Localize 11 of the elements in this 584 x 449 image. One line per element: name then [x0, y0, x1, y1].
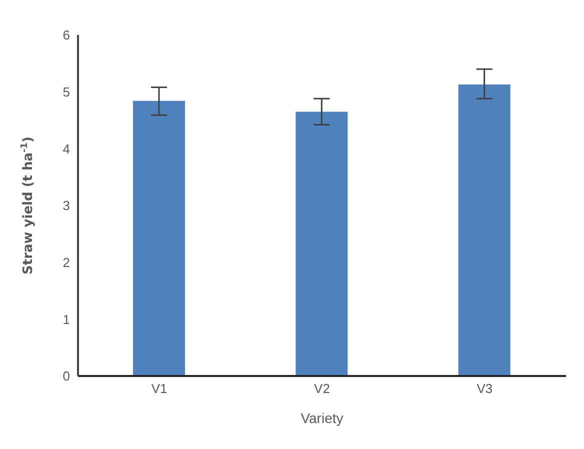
- y-tick-label: 5: [62, 84, 70, 100]
- y-tick-label: 3: [62, 198, 70, 214]
- y-tick-label: 0: [62, 368, 70, 384]
- y-tick-label: 1: [62, 312, 70, 327]
- y-tick-label: 2: [62, 254, 70, 270]
- y-tick-label: 6: [62, 28, 70, 43]
- y-tick-label: 4: [62, 141, 70, 156]
- x-axis-title: Variety: [300, 410, 344, 426]
- x-tick-label: V1: [151, 381, 168, 396]
- x-tick-label: V2: [314, 381, 330, 396]
- x-tick-label: V3: [476, 381, 493, 396]
